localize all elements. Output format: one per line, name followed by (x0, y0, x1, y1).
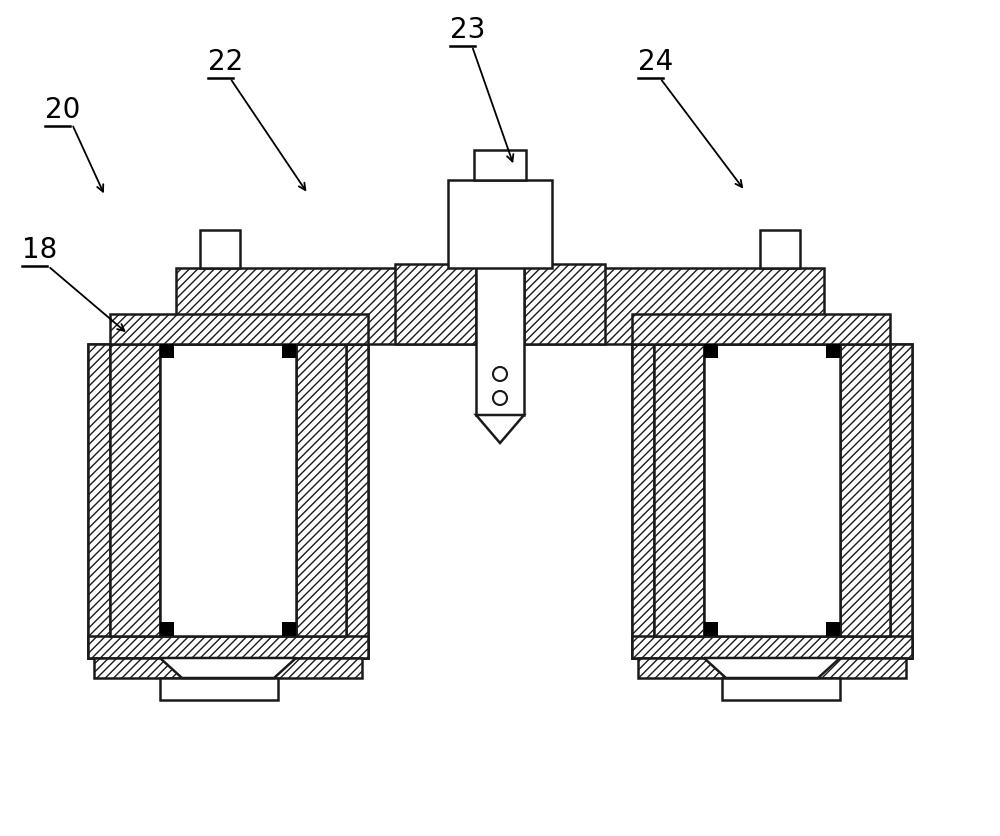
Polygon shape (346, 344, 368, 658)
Polygon shape (296, 344, 346, 636)
Polygon shape (476, 264, 524, 415)
Polygon shape (88, 344, 368, 658)
Polygon shape (704, 622, 718, 636)
Polygon shape (704, 344, 840, 636)
Polygon shape (826, 622, 840, 636)
Polygon shape (160, 344, 296, 636)
Polygon shape (654, 344, 704, 636)
Polygon shape (760, 230, 800, 268)
Polygon shape (282, 622, 296, 636)
Polygon shape (88, 636, 368, 658)
Text: 18: 18 (22, 236, 57, 264)
Polygon shape (632, 344, 912, 658)
Polygon shape (722, 678, 840, 700)
Polygon shape (704, 344, 718, 358)
Polygon shape (395, 264, 476, 344)
Polygon shape (160, 344, 174, 358)
Polygon shape (110, 314, 368, 344)
Text: 24: 24 (638, 48, 673, 76)
Polygon shape (200, 230, 240, 268)
Polygon shape (110, 344, 160, 636)
Polygon shape (632, 636, 912, 658)
Polygon shape (476, 415, 524, 443)
Polygon shape (176, 268, 824, 344)
Text: 22: 22 (208, 48, 243, 76)
Polygon shape (474, 150, 526, 180)
Polygon shape (704, 658, 840, 678)
Polygon shape (638, 658, 906, 678)
Polygon shape (160, 658, 296, 678)
Polygon shape (524, 264, 605, 344)
Polygon shape (88, 344, 110, 658)
Polygon shape (94, 658, 362, 678)
Polygon shape (448, 180, 552, 268)
Text: 20: 20 (45, 96, 80, 124)
Polygon shape (840, 344, 890, 636)
Polygon shape (890, 344, 912, 658)
Polygon shape (826, 344, 840, 358)
Polygon shape (632, 344, 654, 658)
Polygon shape (160, 678, 278, 700)
Polygon shape (282, 344, 296, 358)
Polygon shape (160, 622, 174, 636)
Polygon shape (632, 314, 890, 344)
Text: 23: 23 (450, 16, 485, 44)
